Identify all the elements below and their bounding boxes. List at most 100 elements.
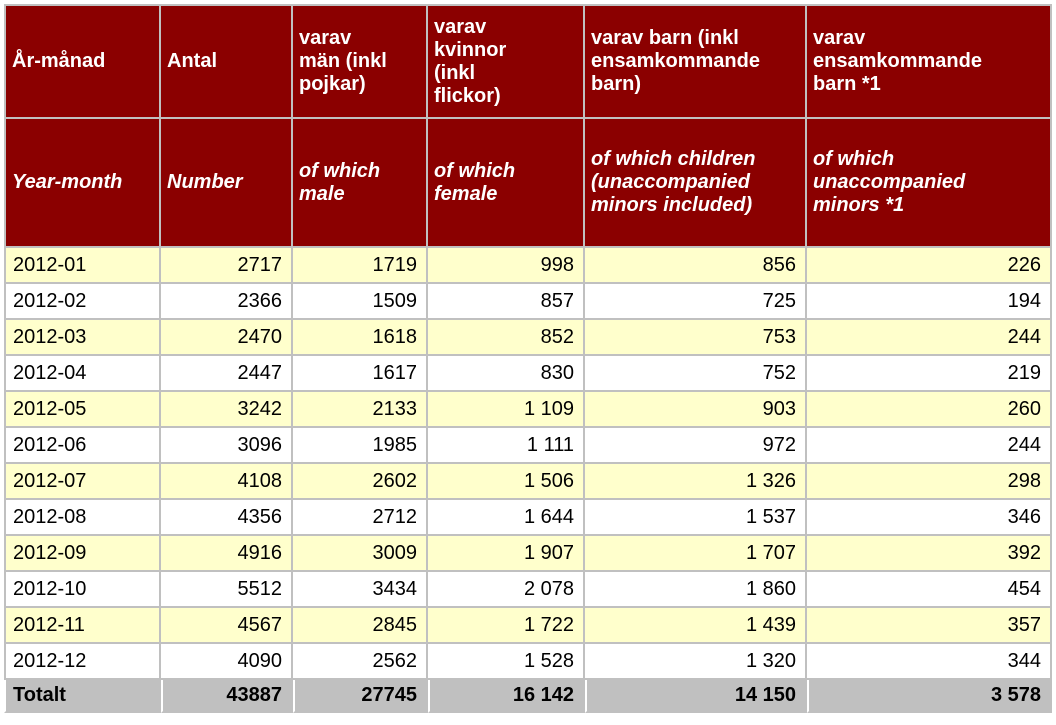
table-row: 2012-05 3242 2133 1 109 903 260 [4,392,1052,428]
cell-female: 1 506 [428,464,585,500]
cell-unaccompanied-minors: 346 [807,500,1052,536]
cell-unaccompanied-minors: 219 [807,356,1052,392]
col-header-number-en: Number [161,119,293,248]
cell-year-month: 2012-08 [4,500,161,536]
cell-year-month: 2012-11 [4,608,161,644]
cell-male: 1509 [293,284,428,320]
header-row-english: Year-month Number of which male of which… [4,119,1052,248]
cell-children: 1 326 [585,464,807,500]
cell-female: 1 109 [428,392,585,428]
table-row: 2012-12 4090 2562 1 528 1 320 344 [4,644,1052,680]
cell-children: 1 707 [585,536,807,572]
total-unaccompanied-minors: 3 578 [807,680,1052,713]
cell-year-month: 2012-09 [4,536,161,572]
cell-children: 1 860 [585,572,807,608]
cell-children: 725 [585,284,807,320]
cell-year-month: 2012-07 [4,464,161,500]
cell-year-month: 2012-01 [4,248,161,284]
asylum-statistics-table: År-månad Antal varav män (inkl pojkar) v… [4,4,1052,713]
cell-male: 3009 [293,536,428,572]
cell-number: 4090 [161,644,293,680]
cell-unaccompanied-minors: 244 [807,428,1052,464]
col-header-children-en: of which children (unaccompanied minors … [585,119,807,248]
col-header-unaccompanied-minors-en: of which unaccompanied minors *1 [807,119,1052,248]
cell-male: 1617 [293,356,428,392]
cell-female: 1 907 [428,536,585,572]
cell-children: 972 [585,428,807,464]
cell-unaccompanied-minors: 454 [807,572,1052,608]
cell-female: 998 [428,248,585,284]
cell-number: 2447 [161,356,293,392]
col-header-female-en: of which female [428,119,585,248]
table-row: 2012-06 3096 1985 1 111 972 244 [4,428,1052,464]
cell-number: 4108 [161,464,293,500]
table-row: 2012-11 4567 2845 1 722 1 439 357 [4,608,1052,644]
cell-male: 2562 [293,644,428,680]
cell-year-month: 2012-10 [4,572,161,608]
cell-male: 1719 [293,248,428,284]
col-header-year-month-en: Year-month [4,119,161,248]
cell-female: 1 722 [428,608,585,644]
cell-number: 2717 [161,248,293,284]
col-header-children-sv: varav barn (inkl ensamkommande barn) [585,6,807,119]
cell-year-month: 2012-05 [4,392,161,428]
cell-female: 1 528 [428,644,585,680]
table-row: 2012-02 2366 1509 857 725 194 [4,284,1052,320]
table-body: 2012-01 2717 1719 998 856 226 2012-02 23… [4,248,1052,680]
cell-number: 5512 [161,572,293,608]
cell-unaccompanied-minors: 226 [807,248,1052,284]
col-header-number-sv: Antal [161,6,293,119]
cell-female: 857 [428,284,585,320]
cell-number: 2366 [161,284,293,320]
cell-number: 4567 [161,608,293,644]
cell-unaccompanied-minors: 244 [807,320,1052,356]
cell-unaccompanied-minors: 357 [807,608,1052,644]
total-number: 43887 [161,680,293,713]
col-header-male-en: of which male [293,119,428,248]
header-row-swedish: År-månad Antal varav män (inkl pojkar) v… [4,6,1052,119]
cell-female: 1 111 [428,428,585,464]
total-male: 27745 [293,680,428,713]
cell-female: 830 [428,356,585,392]
cell-children: 856 [585,248,807,284]
cell-male: 2133 [293,392,428,428]
cell-unaccompanied-minors: 344 [807,644,1052,680]
cell-children: 1 439 [585,608,807,644]
table-row: 2012-07 4108 2602 1 506 1 326 298 [4,464,1052,500]
cell-female: 852 [428,320,585,356]
cell-male: 1618 [293,320,428,356]
cell-children: 752 [585,356,807,392]
table-row: 2012-01 2717 1719 998 856 226 [4,248,1052,284]
cell-children: 903 [585,392,807,428]
total-label: Totalt [4,680,161,713]
cell-male: 2845 [293,608,428,644]
col-header-female-sv: varav kvinnor (inkl flickor) [428,6,585,119]
cell-male: 3434 [293,572,428,608]
cell-children: 1 537 [585,500,807,536]
table-footer: Totalt 43887 27745 16 142 14 150 3 578 [4,680,1052,713]
cell-year-month: 2012-03 [4,320,161,356]
cell-number: 3242 [161,392,293,428]
total-female: 16 142 [428,680,585,713]
cell-year-month: 2012-04 [4,356,161,392]
cell-male: 1985 [293,428,428,464]
table-row: 2012-10 5512 3434 2 078 1 860 454 [4,572,1052,608]
cell-number: 2470 [161,320,293,356]
cell-unaccompanied-minors: 260 [807,392,1052,428]
cell-year-month: 2012-12 [4,644,161,680]
table-row: 2012-04 2447 1617 830 752 219 [4,356,1052,392]
cell-number: 4356 [161,500,293,536]
cell-unaccompanied-minors: 194 [807,284,1052,320]
table-header: År-månad Antal varav män (inkl pojkar) v… [4,6,1052,248]
cell-year-month: 2012-06 [4,428,161,464]
table-row: 2012-08 4356 2712 1 644 1 537 346 [4,500,1052,536]
cell-children: 1 320 [585,644,807,680]
cell-male: 2602 [293,464,428,500]
total-row: Totalt 43887 27745 16 142 14 150 3 578 [4,680,1052,713]
cell-year-month: 2012-02 [4,284,161,320]
cell-unaccompanied-minors: 298 [807,464,1052,500]
cell-female: 2 078 [428,572,585,608]
col-header-year-month-sv: År-månad [4,6,161,119]
cell-unaccompanied-minors: 392 [807,536,1052,572]
